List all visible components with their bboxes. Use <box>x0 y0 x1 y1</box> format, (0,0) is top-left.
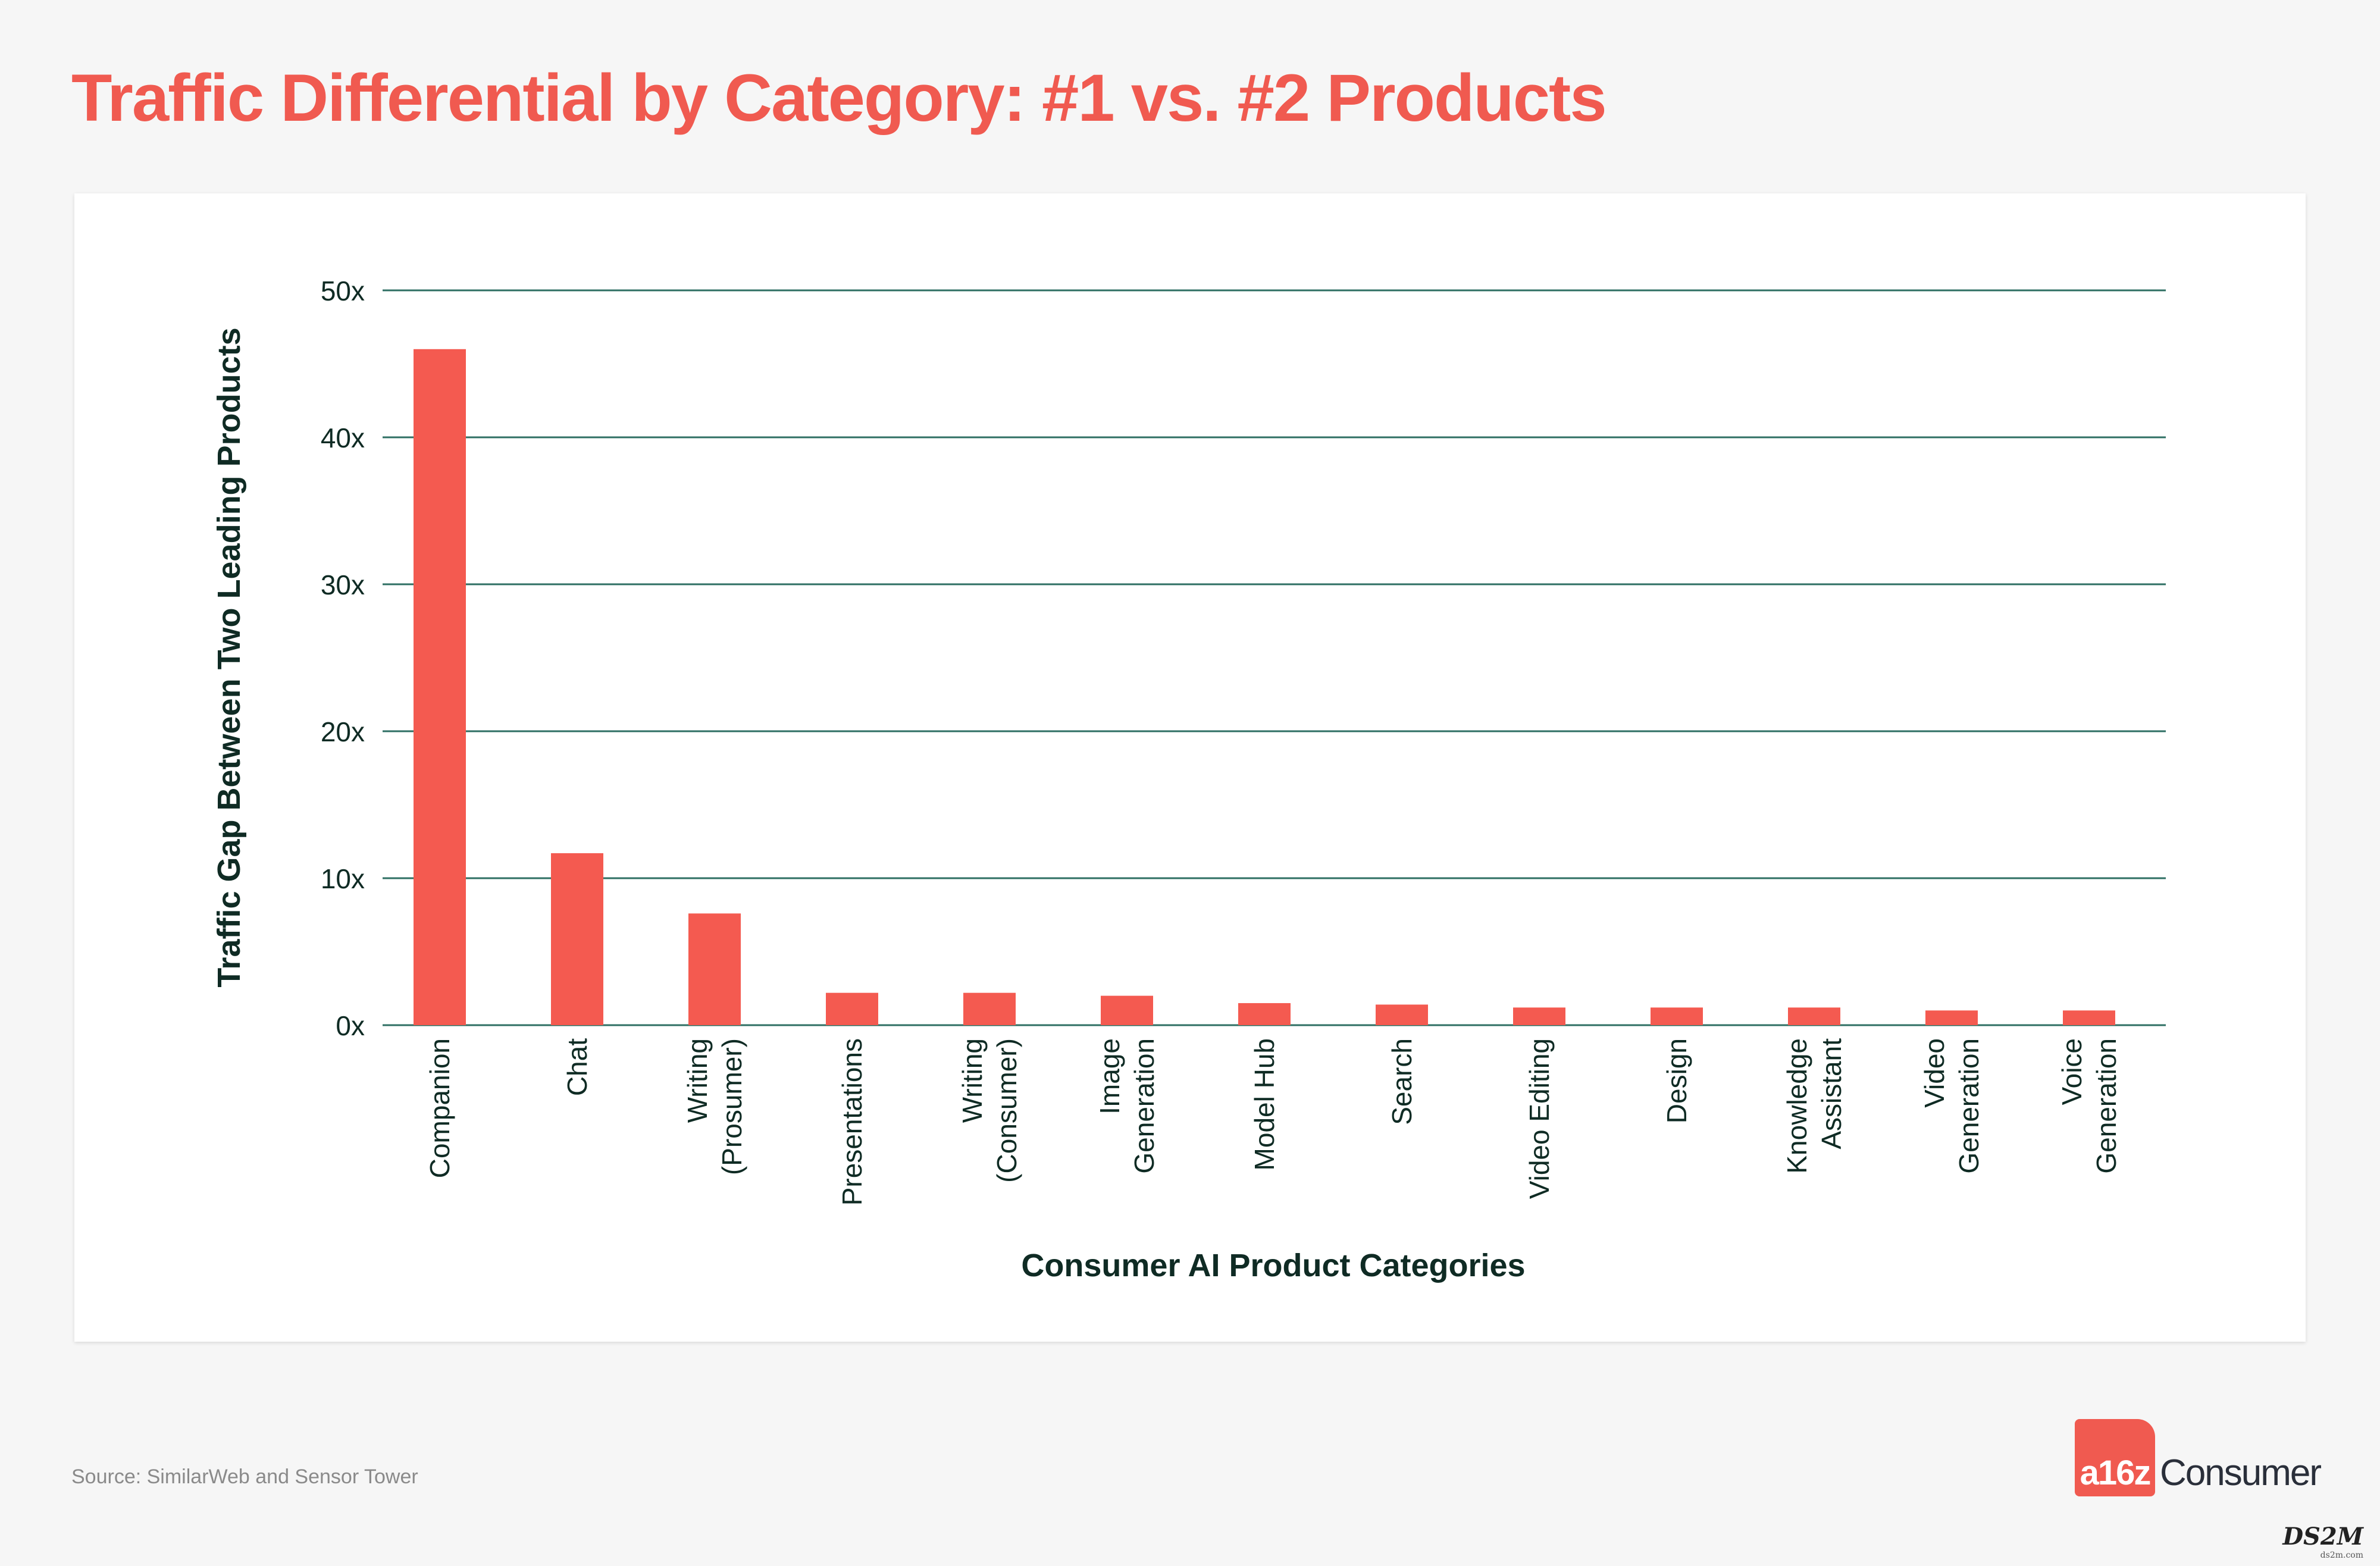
y-tick-label: 40x <box>321 422 365 453</box>
watermark: DS2M ds2m.com <box>2282 1523 2363 1560</box>
bar <box>1788 1007 1840 1025</box>
bar <box>826 992 878 1025</box>
a16z-logo: a16z Consumer <box>2075 1416 2322 1496</box>
watermark-subtext: ds2m.com <box>2320 1551 2363 1560</box>
y-tick-label: 50x <box>321 275 365 306</box>
x-axis-label: Consumer AI Product Categories <box>1021 1248 1525 1283</box>
y-tick-label: 30x <box>321 569 365 600</box>
y-tick-label: 0x <box>336 1010 365 1041</box>
x-tick-label: Search <box>1386 1038 1417 1125</box>
x-tick-label: Image Generation <box>1094 1038 1160 1174</box>
x-tick-label: Video Editing <box>1524 1038 1555 1199</box>
x-tick-label: Knowledge Assistant <box>1781 1038 1847 1174</box>
bar <box>2063 1010 2115 1025</box>
bar <box>1513 1007 1565 1025</box>
a16z-logo-mark: a16z <box>2075 1419 2155 1496</box>
chart-card: 0x 10x 20x 30x 40x 50x Companion Chat Writing (P… <box>74 193 2306 1342</box>
y-axis-label: Traffic Gap Between Two Leading Products <box>211 327 247 987</box>
x-tick-label: Writing (Consumer) <box>957 1038 1022 1183</box>
watermark-text: DS2M <box>2282 1523 2363 1551</box>
bar <box>414 349 466 1025</box>
bar <box>1238 1003 1291 1025</box>
bar <box>1376 1004 1428 1025</box>
x-tick-label: Chat <box>562 1038 593 1096</box>
source-note: Source: SimilarWeb and Sensor Tower <box>71 1465 418 1488</box>
y-tick-label: 10x <box>321 863 365 894</box>
x-tick-label: Presentations <box>837 1038 868 1205</box>
bar <box>963 992 1016 1025</box>
x-tick-label: Writing (Prosumer) <box>682 1038 747 1175</box>
bar <box>1651 1007 1703 1025</box>
bar <box>1925 1010 1978 1025</box>
page-title: Traffic Differential by Category: #1 vs.… <box>71 61 1607 135</box>
bar <box>551 853 603 1025</box>
x-tick-label: Companion <box>424 1038 455 1178</box>
x-tick-label: Video Generation <box>1919 1038 1984 1174</box>
x-tick-label: Design <box>1661 1038 1692 1123</box>
a16z-logo-text: Consumer <box>2160 1452 2322 1493</box>
bar <box>1101 995 1153 1025</box>
x-tick-label: Model Hub <box>1249 1038 1280 1170</box>
bar <box>688 913 741 1025</box>
y-tick-label: 20x <box>321 716 365 747</box>
x-tick-label: Voice Generation <box>2056 1038 2122 1174</box>
bar-chart: 0x 10x 20x 30x 40x 50x Companion Chat Writing (P… <box>211 275 2166 1283</box>
